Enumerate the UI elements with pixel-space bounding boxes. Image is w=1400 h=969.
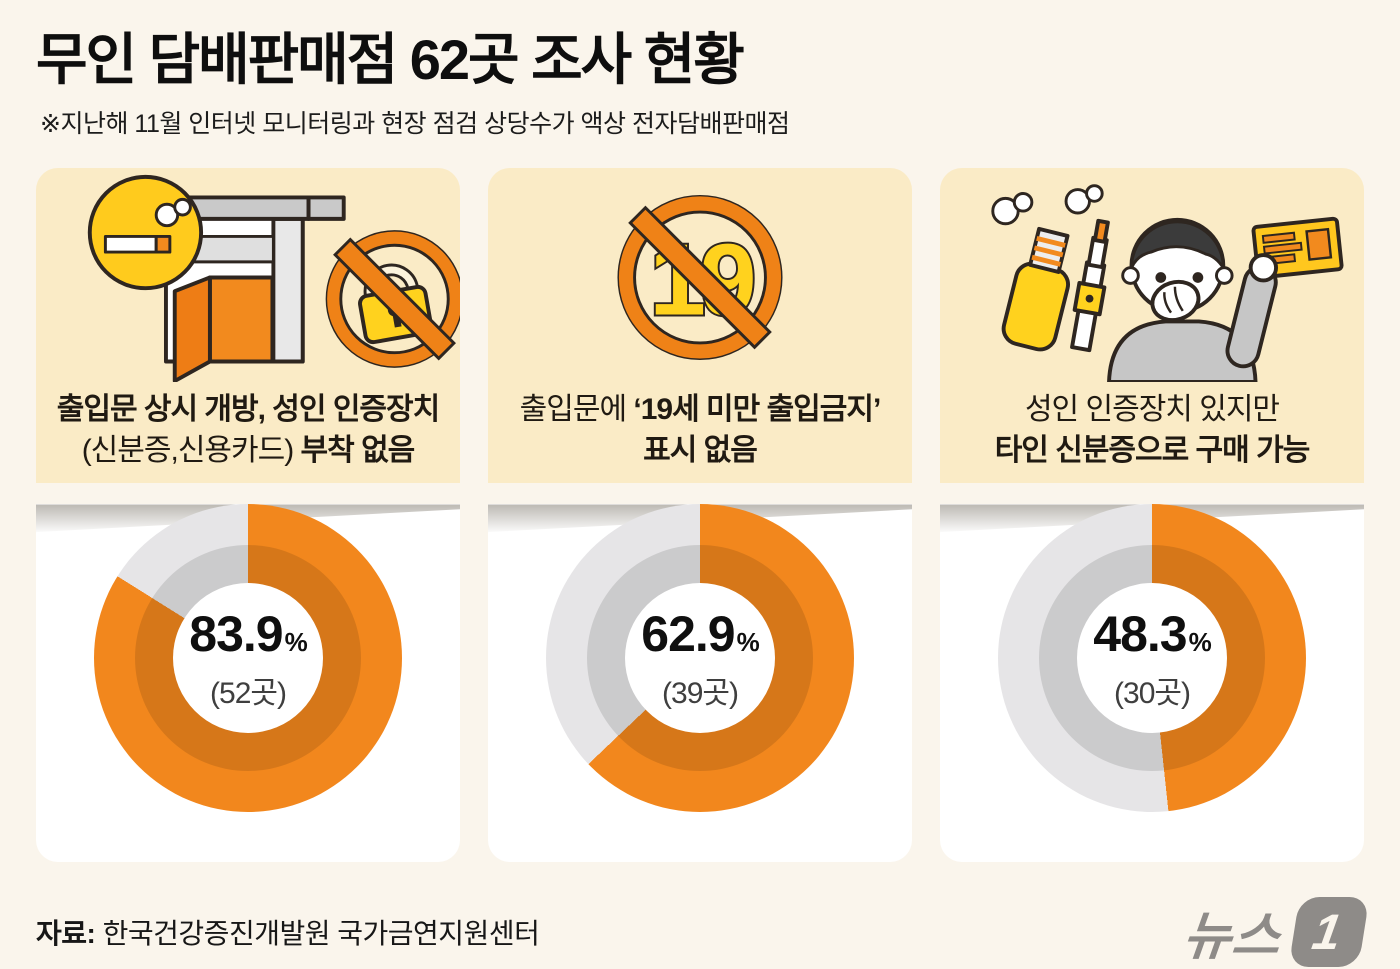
panel-open-door: 출입문 상시 개방, 성인 인증장치 (신분증,신용카드) 부착 없음 83.9…: [36, 168, 460, 863]
donut-center: 48.3% (30곳): [1077, 583, 1227, 734]
e-cigarettes-person-id-icon: [991, 184, 1344, 383]
panel-3-icon-area: [940, 168, 1364, 383]
store-open-door-no-lock-icon: [87, 175, 460, 383]
news1-logo-badge: 1: [1288, 896, 1370, 967]
panel-1-caption: 출입문 상시 개방, 성인 인증장치 (신분증,신용카드) 부착 없음: [36, 389, 460, 471]
store-count: (30곳): [1114, 676, 1191, 710]
donut-center: 62.9% (39곳): [625, 583, 775, 734]
panel-2-white-card: 62.9% (39곳): [488, 504, 912, 863]
hand-over-mouth: [1150, 280, 1201, 323]
panel-3-caption: 성인 인증장치 있지만 타인 신분증으로 구매 가능: [940, 389, 1364, 471]
caption-line-1: 출입문에 ‘19세 미만 출입금지’: [519, 393, 882, 427]
vape-pen-icon: [1070, 219, 1110, 353]
footer: 자료: 한국건강증진개발원 국가금연지원센터 뉴스 1: [36, 894, 1370, 969]
panel-1-yellow-card: 출입문 상시 개방, 성인 인증장치 (신분증,신용카드) 부착 없음: [36, 168, 460, 484]
donut-center: 83.9% (52곳): [173, 583, 323, 734]
page-title: 무인 담배판매점 62곳 조사 현황: [36, 28, 745, 91]
page-subtitle: ※지난해 11월 인터넷 모니터링과 현장 점검 상당수가 액상 전자담배판매점: [40, 110, 790, 139]
vape-box-icon: [1001, 227, 1070, 352]
store-count: (52곳): [210, 676, 287, 710]
donut-chart-2: 62.9% (39곳): [546, 504, 854, 813]
caption-line-1: 성인 인증장치 있지만: [1024, 393, 1280, 427]
caption-line-1: 출입문 상시 개방, 성인 인증장치: [56, 393, 440, 427]
store-icon: [160, 195, 346, 383]
panel-1-white-card: 83.9% (52곳): [36, 504, 460, 863]
source-text: 한국건강증진개발원 국가금연지원센터: [95, 917, 540, 949]
panel-id-purchase: 성인 인증장치 있지만 타인 신분증으로 구매 가능 48.3% (30곳): [940, 168, 1364, 863]
cigarette-badge-icon: [87, 175, 204, 291]
news1-logo-text: 뉴스: [1180, 908, 1285, 967]
header: 무인 담배판매점 62곳 조사 현황 ※지난해 11월 인터넷 모니터링과 현장…: [0, 0, 1400, 140]
no-under-19-icon: 19: [617, 195, 783, 361]
panel-2-yellow-card: 19 출입문에 ‘19세 미만 출입금지’ 표시 없음: [488, 168, 912, 484]
panel-2-icon-area: 19: [488, 168, 912, 382]
person-icon: [1107, 217, 1344, 383]
panel-3-yellow-card: 성인 인증장치 있지만 타인 신분증으로 구매 가능: [940, 168, 1364, 484]
news1-logo: 뉴스 1: [1181, 894, 1370, 969]
panel-no-19-sign: 19 출입문에 ‘19세 미만 출입금지’ 표시 없음 62.9% (39곳): [488, 168, 912, 863]
holding-hand: [1248, 253, 1278, 283]
donut-chart-3: 48.3% (30곳): [998, 504, 1306, 813]
no-lock-icon: [325, 230, 460, 369]
source-credit: 자료: 한국건강증진개발원 국가금연지원센터: [36, 912, 540, 952]
panel-3-white-card: 48.3% (30곳): [940, 504, 1364, 863]
panel-2-caption: 출입문에 ‘19세 미만 출입금지’ 표시 없음: [488, 389, 912, 471]
percent-value: 83.9%: [189, 605, 307, 662]
smoke-puff-icon: [991, 184, 1104, 226]
prohibition-circle: 19: [617, 195, 783, 361]
caption-line-2: 타인 신분증으로 구매 가능: [994, 434, 1311, 468]
source-label: 자료:: [36, 917, 96, 949]
caption-line-2: (신분증,신용카드) 부착 없음: [81, 434, 416, 468]
panel-1-icon-area: [36, 168, 460, 383]
percent-value: 62.9%: [641, 605, 759, 662]
donut-chart-1: 83.9% (52곳): [94, 504, 402, 813]
caption-line-2: 표시 없음: [643, 434, 758, 468]
percent-value: 48.3%: [1093, 605, 1211, 662]
panels-row: 출입문 상시 개방, 성인 인증장치 (신분증,신용카드) 부착 없음 83.9…: [36, 168, 1364, 863]
store-count: (39곳): [662, 676, 739, 710]
